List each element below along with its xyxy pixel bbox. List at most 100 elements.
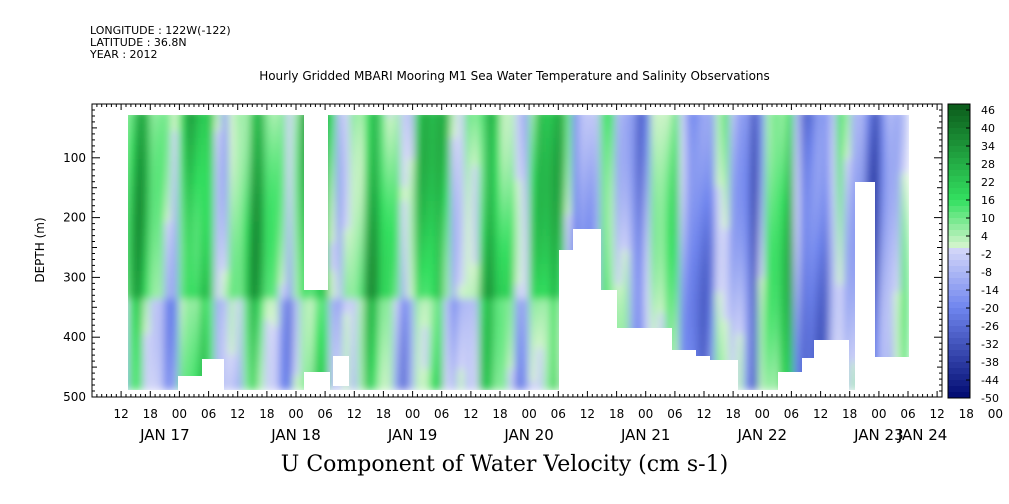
- velocity-cell: [471, 284, 480, 293]
- velocity-cell: [493, 249, 501, 258]
- velocity-cell: [300, 145, 308, 153]
- velocity-cell: [536, 361, 544, 370]
- velocity-cell: [793, 165, 802, 174]
- velocity-cell: [779, 298, 787, 307]
- velocity-cell: [443, 131, 451, 139]
- velocity-cell: [199, 117, 208, 125]
- velocity-cell: [292, 354, 301, 363]
- velocity-cell: [629, 305, 637, 314]
- velocity-cell: [872, 312, 880, 321]
- velocity-cell: [671, 200, 680, 209]
- velocity-cell: [543, 235, 551, 244]
- velocity-cell: [764, 361, 773, 370]
- velocity-cell: [679, 228, 687, 237]
- velocity-cell: [164, 361, 172, 370]
- velocity-cell: [242, 221, 251, 230]
- velocity-cell: [142, 221, 151, 230]
- velocity-cell: [271, 145, 280, 153]
- velocity-cell: [850, 131, 859, 139]
- velocity-cell: [264, 186, 272, 195]
- velocity-cell: [335, 138, 344, 146]
- velocity-cell: [428, 256, 437, 265]
- velocity-cell: [156, 186, 165, 195]
- velocity-cell: [378, 361, 387, 370]
- velocity-cell: [350, 270, 358, 279]
- velocity-cell: [829, 152, 838, 160]
- colorbar-swatch: [948, 386, 970, 393]
- velocity-cell: [414, 270, 423, 279]
- velocity-cell: [657, 221, 666, 230]
- velocity-cell: [214, 207, 222, 216]
- velocity-cell: [636, 284, 644, 293]
- velocity-cell: [278, 117, 287, 125]
- velocity-cell: [221, 270, 230, 279]
- velocity-cell: [128, 326, 137, 335]
- velocity-cell: [328, 228, 337, 237]
- velocity-cell: [743, 347, 752, 356]
- velocity-cell: [550, 207, 559, 216]
- velocity-cell: [822, 312, 830, 321]
- velocity-cell: [414, 138, 423, 146]
- velocity-cell: [407, 361, 416, 370]
- velocity-cell: [471, 152, 480, 160]
- velocity-cell: [722, 291, 730, 300]
- velocity-cell: [557, 193, 566, 202]
- velocity-cell: [893, 319, 902, 328]
- velocity-cell: [593, 117, 602, 125]
- velocity-cell: [214, 193, 222, 202]
- velocity-cell: [893, 326, 902, 335]
- velocity-cell: [793, 152, 802, 160]
- velocity-cell: [199, 326, 208, 335]
- velocity-cell: [793, 193, 802, 202]
- velocity-cell: [636, 152, 644, 160]
- velocity-cell: [528, 214, 537, 223]
- velocity-cell: [872, 326, 880, 335]
- velocity-cell: [500, 270, 509, 279]
- velocity-cell: [457, 152, 466, 160]
- velocity-cell: [364, 312, 373, 321]
- velocity-cell: [493, 124, 501, 132]
- velocity-cell: [557, 200, 566, 209]
- velocity-cell: [471, 207, 480, 216]
- velocity-cell: [192, 249, 201, 258]
- velocity-cell: [736, 319, 745, 328]
- velocity-cell: [242, 117, 251, 125]
- velocity-cell: [850, 145, 859, 153]
- velocity-cell: [192, 131, 201, 139]
- velocity-cell: [536, 214, 544, 223]
- velocity-cell: [829, 298, 838, 307]
- velocity-cell: [857, 145, 866, 153]
- velocity-cell: [693, 326, 702, 335]
- velocity-cell: [185, 361, 194, 370]
- velocity-cell: [207, 131, 215, 139]
- velocity-cell: [521, 382, 530, 391]
- velocity-cell: [364, 291, 373, 300]
- velocity-cell: [285, 138, 294, 146]
- velocity-cell: [536, 305, 544, 314]
- velocity-cell: [536, 326, 544, 335]
- velocity-cell: [149, 333, 158, 342]
- velocity-cell: [450, 375, 458, 384]
- velocity-cell: [836, 152, 845, 160]
- velocity-cell: [764, 228, 773, 237]
- velocity-cell: [164, 305, 172, 314]
- velocity-cell: [428, 138, 437, 146]
- velocity-cell: [779, 270, 787, 279]
- velocity-cell: [829, 200, 838, 209]
- velocity-cell: [664, 256, 673, 265]
- velocity-cell: [486, 152, 494, 160]
- velocity-cell: [128, 186, 137, 195]
- velocity-cell: [142, 214, 151, 223]
- velocity-cell: [521, 284, 530, 293]
- velocity-cell: [600, 131, 609, 139]
- velocity-cell: [457, 242, 466, 251]
- velocity-cell: [879, 340, 888, 349]
- velocity-cell: [371, 256, 380, 265]
- velocity-cell: [300, 354, 308, 363]
- velocity-cell: [850, 249, 859, 258]
- velocity-cell: [528, 152, 537, 160]
- velocity-cell: [207, 200, 215, 209]
- velocity-cell: [228, 152, 237, 160]
- velocity-cell: [393, 207, 401, 216]
- velocity-cell: [321, 361, 330, 370]
